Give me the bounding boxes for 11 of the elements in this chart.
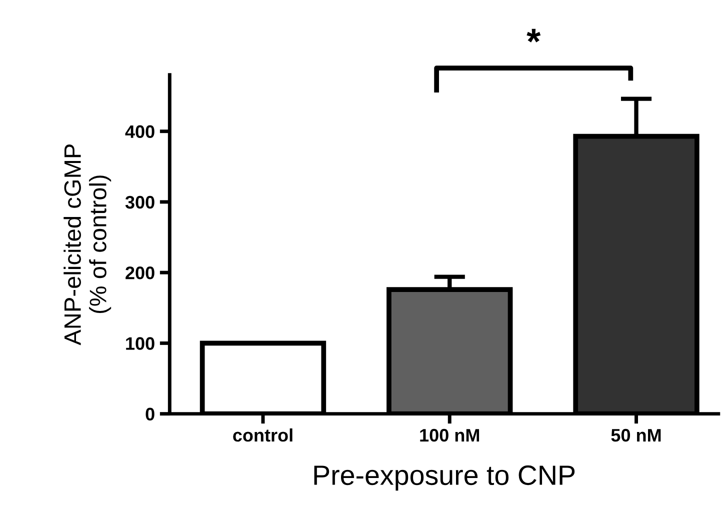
x-tick-label: 100 nM [420, 428, 480, 442]
x-tick-label: control [233, 428, 292, 442]
text: * [526, 28, 541, 42]
y-tick-label: 400 [125, 125, 154, 138]
y-tick-label: 0 [146, 408, 154, 421]
y-tick-label: 200 [126, 266, 154, 280]
x-axis-title: Pre-exposure to CNP [314, 465, 575, 491]
y-tick-label: 100 [126, 337, 154, 350]
x-tick-label: 50 nM [611, 428, 661, 442]
y-axis-title: ANP-elicited cGMP (% of control) [64, 144, 112, 346]
y-tick-label: 300 [125, 196, 154, 209]
